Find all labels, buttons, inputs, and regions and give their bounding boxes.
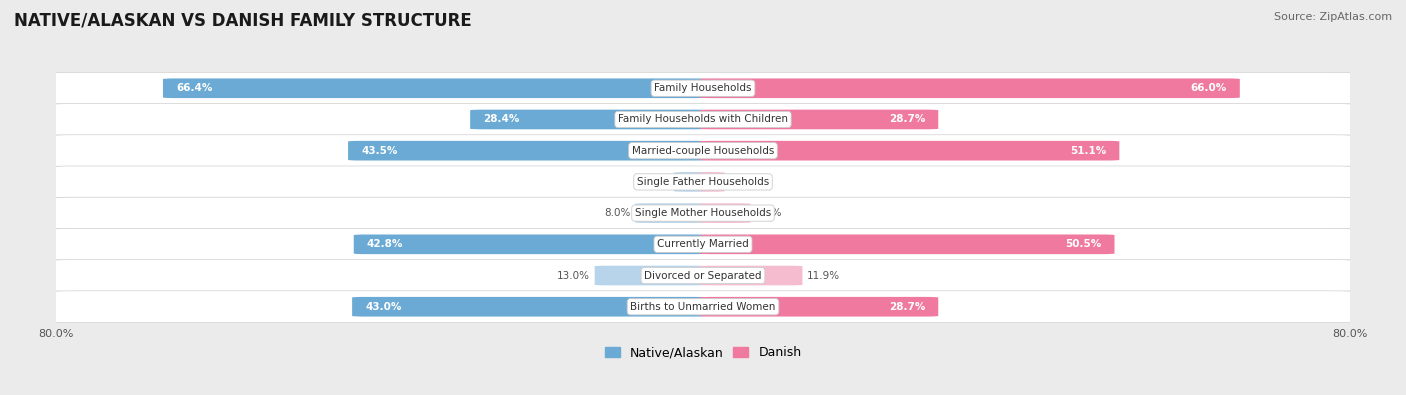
FancyBboxPatch shape: [700, 297, 938, 316]
Text: Currently Married: Currently Married: [657, 239, 749, 249]
Text: Births to Unmarried Women: Births to Unmarried Women: [630, 302, 776, 312]
Text: 28.7%: 28.7%: [889, 302, 925, 312]
FancyBboxPatch shape: [636, 203, 706, 223]
FancyBboxPatch shape: [49, 260, 1357, 292]
Legend: Native/Alaskan, Danish: Native/Alaskan, Danish: [600, 342, 806, 363]
FancyBboxPatch shape: [470, 110, 706, 129]
FancyBboxPatch shape: [49, 103, 1357, 135]
FancyBboxPatch shape: [595, 266, 706, 285]
Text: 28.4%: 28.4%: [484, 115, 519, 124]
Text: 3.2%: 3.2%: [643, 177, 669, 187]
FancyBboxPatch shape: [163, 79, 706, 98]
Text: 66.0%: 66.0%: [1191, 83, 1227, 93]
FancyBboxPatch shape: [49, 291, 1357, 323]
FancyBboxPatch shape: [49, 72, 1357, 104]
Text: Divorced or Separated: Divorced or Separated: [644, 271, 762, 280]
Text: 50.5%: 50.5%: [1066, 239, 1101, 249]
Text: Source: ZipAtlas.com: Source: ZipAtlas.com: [1274, 12, 1392, 22]
Text: 8.0%: 8.0%: [605, 208, 630, 218]
FancyBboxPatch shape: [49, 166, 1357, 198]
Text: Family Households with Children: Family Households with Children: [619, 115, 787, 124]
Text: 11.9%: 11.9%: [807, 271, 841, 280]
FancyBboxPatch shape: [349, 141, 706, 160]
FancyBboxPatch shape: [49, 228, 1357, 260]
FancyBboxPatch shape: [700, 79, 1240, 98]
Text: Single Father Households: Single Father Households: [637, 177, 769, 187]
Text: 5.5%: 5.5%: [755, 208, 782, 218]
Text: 51.1%: 51.1%: [1070, 146, 1107, 156]
FancyBboxPatch shape: [49, 197, 1357, 229]
Text: 42.8%: 42.8%: [367, 239, 404, 249]
FancyBboxPatch shape: [700, 235, 1115, 254]
Text: 28.7%: 28.7%: [889, 115, 925, 124]
FancyBboxPatch shape: [700, 172, 725, 192]
Text: 43.0%: 43.0%: [366, 302, 402, 312]
FancyBboxPatch shape: [700, 266, 803, 285]
Text: 2.3%: 2.3%: [730, 177, 756, 187]
Text: Family Households: Family Households: [654, 83, 752, 93]
Text: Married-couple Households: Married-couple Households: [631, 146, 775, 156]
Text: Single Mother Households: Single Mother Households: [636, 208, 770, 218]
Text: NATIVE/ALASKAN VS DANISH FAMILY STRUCTURE: NATIVE/ALASKAN VS DANISH FAMILY STRUCTUR…: [14, 12, 472, 30]
FancyBboxPatch shape: [49, 135, 1357, 167]
FancyBboxPatch shape: [700, 110, 938, 129]
Text: 66.4%: 66.4%: [176, 83, 212, 93]
FancyBboxPatch shape: [673, 172, 706, 192]
FancyBboxPatch shape: [700, 203, 751, 223]
FancyBboxPatch shape: [354, 235, 706, 254]
FancyBboxPatch shape: [700, 141, 1119, 160]
Text: 13.0%: 13.0%: [557, 271, 591, 280]
FancyBboxPatch shape: [352, 297, 706, 316]
Text: 43.5%: 43.5%: [361, 146, 398, 156]
